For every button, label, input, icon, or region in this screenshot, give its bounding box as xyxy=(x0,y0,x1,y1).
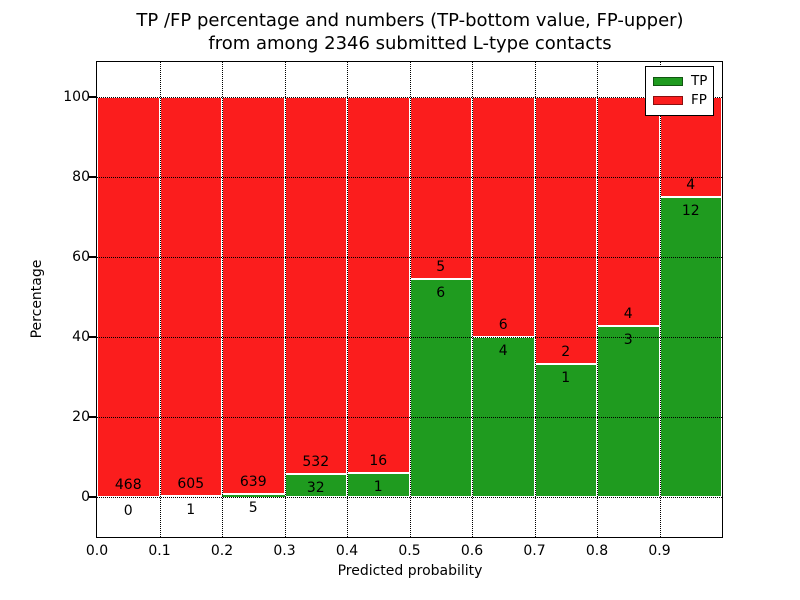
bar-segment-tp xyxy=(534,363,597,497)
fp-count-label: 605 xyxy=(177,476,205,493)
y-tick-label: 20 xyxy=(72,409,90,425)
v-gridline xyxy=(472,62,473,537)
chart-title: TP /FP percentage and numbers (TP-bottom… xyxy=(86,9,734,55)
x-tick-label: 0.0 xyxy=(85,543,109,559)
y-tick xyxy=(89,336,96,338)
y-tick xyxy=(89,496,96,498)
bar-segment-tp xyxy=(659,197,722,497)
bar-segment-tp xyxy=(409,278,472,497)
tp-count-label: 1 xyxy=(561,369,571,386)
tp-count-label: 12 xyxy=(681,203,700,219)
legend-item: TP xyxy=(653,72,708,91)
v-gridline xyxy=(222,62,223,537)
bar-segment-tp xyxy=(222,493,285,497)
fp-swatch-icon xyxy=(653,96,683,105)
bar-segment-fp xyxy=(597,97,660,326)
tp-count-label: 32 xyxy=(306,480,325,497)
bar-segment-fp xyxy=(284,97,347,475)
chart-title-line2: from among 2346 submitted L-type contact… xyxy=(208,33,612,54)
fp-count-label: 2 xyxy=(561,343,571,360)
x-tick-label: 0.7 xyxy=(523,543,546,559)
y-tick xyxy=(89,256,96,258)
y-tick xyxy=(89,176,96,178)
tp-count-label: 1 xyxy=(186,502,196,519)
x-tick-label: 0.4 xyxy=(335,543,359,559)
y-axis-label: Percentage xyxy=(29,259,45,339)
v-gridline xyxy=(534,62,536,537)
x-tick-label: 0.1 xyxy=(148,543,171,559)
x-tick-label: 0.9 xyxy=(648,543,671,559)
fp-count-label: 532 xyxy=(302,454,330,471)
fp-count-label: 639 xyxy=(239,473,267,490)
x-tick-label: 0.6 xyxy=(460,543,484,559)
fp-count-label: 16 xyxy=(369,453,388,470)
fp-count-label: 6 xyxy=(498,317,508,333)
tp-count-label: 0 xyxy=(123,503,133,519)
v-gridline xyxy=(347,62,348,537)
tp-count-label: 6 xyxy=(436,284,446,301)
x-tick-label: 0.2 xyxy=(210,543,234,559)
fp-count-label: 468 xyxy=(114,477,142,493)
x-tick-label: 0.3 xyxy=(273,543,296,559)
tp-count-label: 5 xyxy=(248,499,258,516)
bar-segment-fp xyxy=(409,97,472,279)
bar-segment-fp xyxy=(222,97,285,494)
tp-count-label: 3 xyxy=(623,331,633,348)
fp-count-label: 5 xyxy=(436,258,446,275)
v-gridline xyxy=(284,62,286,537)
y-tick-label: 100 xyxy=(63,89,90,105)
v-gridline xyxy=(659,62,661,537)
legend-item: FP xyxy=(653,91,708,110)
x-tick-label: 0.5 xyxy=(398,543,421,559)
legend: TP FP xyxy=(645,66,714,116)
chart-title-line1: TP /FP percentage and numbers (TP-bottom… xyxy=(136,10,684,31)
v-gridline xyxy=(159,62,161,537)
bar-segment-fp xyxy=(534,97,597,364)
bar-segment-fp xyxy=(472,97,535,337)
y-tick xyxy=(89,96,96,98)
v-gridline xyxy=(597,62,598,537)
tp-count-label: 1 xyxy=(373,479,383,496)
x-axis-label: Predicted probability xyxy=(337,563,483,579)
y-tick xyxy=(89,416,96,418)
v-gridline xyxy=(409,62,411,537)
y-tick-label: 60 xyxy=(72,249,90,265)
tp-count-label: 4 xyxy=(498,343,508,359)
bar-segment-fp xyxy=(97,97,160,497)
bar-segment-tp xyxy=(597,325,660,497)
fp-count-label: 4 xyxy=(623,305,633,322)
y-tick-label: 0 xyxy=(81,489,90,505)
y-tick-label: 40 xyxy=(72,329,90,345)
y-tick-label: 80 xyxy=(72,169,90,185)
tp-swatch-icon xyxy=(653,77,683,86)
bar-segment-fp xyxy=(159,97,222,497)
plot-area: 468 0 605 1 639 5 532 32 16 1 5 6 6 4 2 1 4 3 4 12 xyxy=(96,61,723,538)
x-tick-label: 0.8 xyxy=(585,543,609,559)
legend-item-label: FP xyxy=(691,92,707,108)
fp-count-label: 4 xyxy=(686,177,696,193)
legend-item-label: TP xyxy=(691,73,708,89)
